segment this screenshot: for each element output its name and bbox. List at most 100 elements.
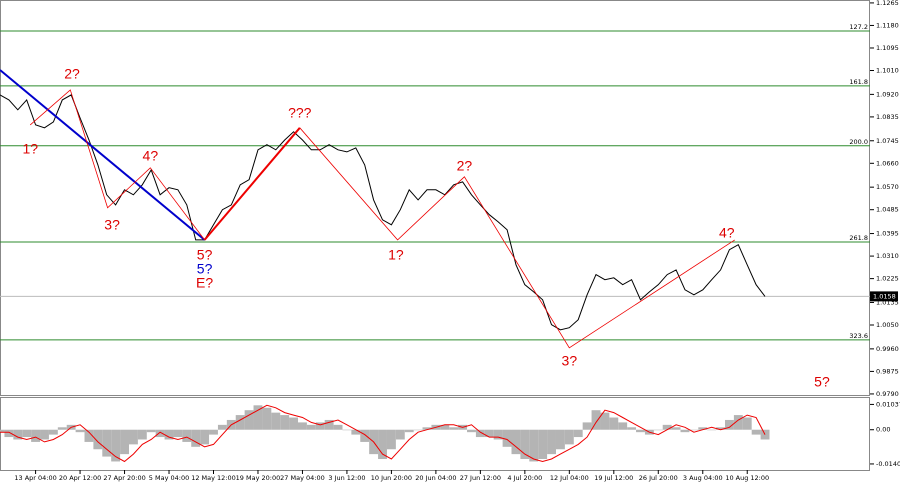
y-tick-label: 1.1095 [876,44,899,52]
osc-bar [600,412,610,430]
y-tick-label: 1.1010 [876,67,899,75]
x-tick-label: 19 Jul 12:00 [594,474,633,482]
y-tick-label: 1.1180 [876,21,899,29]
y-tick-label: 1.0050 [876,321,899,329]
x-tick-label: 5 May 04:00 [149,474,189,482]
osc-bar [315,422,325,430]
x-tick-label: 10 Aug 12:00 [725,474,769,482]
osc-bar [413,429,423,431]
osc-bar [253,405,263,430]
y-tick-label: 1.0745 [876,137,899,145]
fib-label: 323.6 [849,332,868,340]
osc-bar [698,427,708,430]
wave-label: 2? [64,65,80,81]
osc-bar [155,429,165,438]
x-tick-label: 10 Jun 20:00 [371,474,412,482]
x-tick-label: 3 Jun 12:00 [328,474,365,482]
osc-bar [191,429,201,447]
osc-bar [725,419,734,430]
wave-label: 4? [719,225,735,241]
y-tick-label: 1.0135 [876,298,899,306]
y-tick-label: 0.9790 [876,390,899,398]
osc-bar [217,424,227,430]
wave-label: 2? [457,157,473,173]
current-price-label: 1.0158 [873,292,896,300]
wave-label: 5? [197,261,213,277]
osc-bar [306,424,316,430]
osc-bar [547,429,556,455]
osc-bar [520,429,530,460]
osc-bar [164,429,174,440]
main-frame [0,0,870,396]
osc-bar [511,429,521,455]
osc-bar [4,429,14,438]
osc-bar [502,429,512,447]
x-tick-label: 12 May 12:00 [191,474,236,482]
osc-bar [529,429,539,462]
price-line [0,94,766,331]
current-price-box [870,291,898,302]
osc-bar [538,429,548,460]
wave-line [299,127,736,349]
osc-bar [422,427,432,430]
fib-label: 261.8 [849,234,868,242]
osc-bar [636,429,645,433]
osc-bar [31,429,41,442]
osc-bar [475,429,485,438]
osc-bar [93,429,103,450]
osc-bar [564,429,574,445]
osc-bar [751,429,761,435]
osc-bar [360,429,370,442]
osc-bar [742,417,752,430]
osc-bar [271,412,281,430]
osc-bar [653,429,663,431]
wave-label: 1? [22,140,38,156]
osc-bar [40,429,49,440]
x-tick-label: 13 Apr 04:00 [14,474,56,482]
osc-bar [555,429,565,450]
wave-label: 3? [104,217,120,233]
x-tick-label: 27 Apr 20:00 [103,474,145,482]
osc-bar [120,429,129,455]
osc-bar [404,429,414,433]
y-tick-label: 1.1265 [876,0,899,7]
fib-label: 161.8 [849,78,868,86]
osc-bar [662,424,672,430]
osc-bar [449,427,459,430]
osc-bar [146,429,156,433]
wave-label: 4? [143,148,159,164]
wave-line [29,89,205,241]
osc-bar [289,417,299,430]
osc-bar [573,429,583,438]
osc-bar [209,429,218,435]
osc-bar [716,427,725,430]
osc-bar [680,429,690,433]
osc-bar [75,429,85,433]
osc-bar [733,415,743,430]
osc-bar [200,429,210,445]
fib-label: 200.0 [849,138,868,146]
x-tick-label: 20 Jun 04:00 [415,474,456,482]
osc-bar [48,429,58,435]
y-tick-label: 1.0225 [876,275,899,283]
osc-bar [440,424,450,430]
wave-label: 5? [814,374,830,390]
x-tick-label: 3 Aug 04:00 [683,474,723,482]
osc-bar [609,417,619,430]
osc-bar [102,429,112,457]
osc-bar [324,419,334,430]
x-tick-label: 19 May 20:00 [236,474,281,482]
x-tick-label: 26 Jul 20:00 [639,474,678,482]
y-tick-label: 1.0485 [876,206,899,214]
y-tick-label: 1.0920 [876,90,899,98]
wave-line [0,69,206,241]
osc-bar [351,429,361,435]
y-tick-label: 1.0310 [876,252,899,260]
osc-bar [386,429,396,450]
osc-bar [484,429,494,438]
osc-bar [582,422,592,430]
wave-label: ??? [288,104,312,120]
wave-label: E? [196,274,213,290]
osc-bar [235,415,245,430]
